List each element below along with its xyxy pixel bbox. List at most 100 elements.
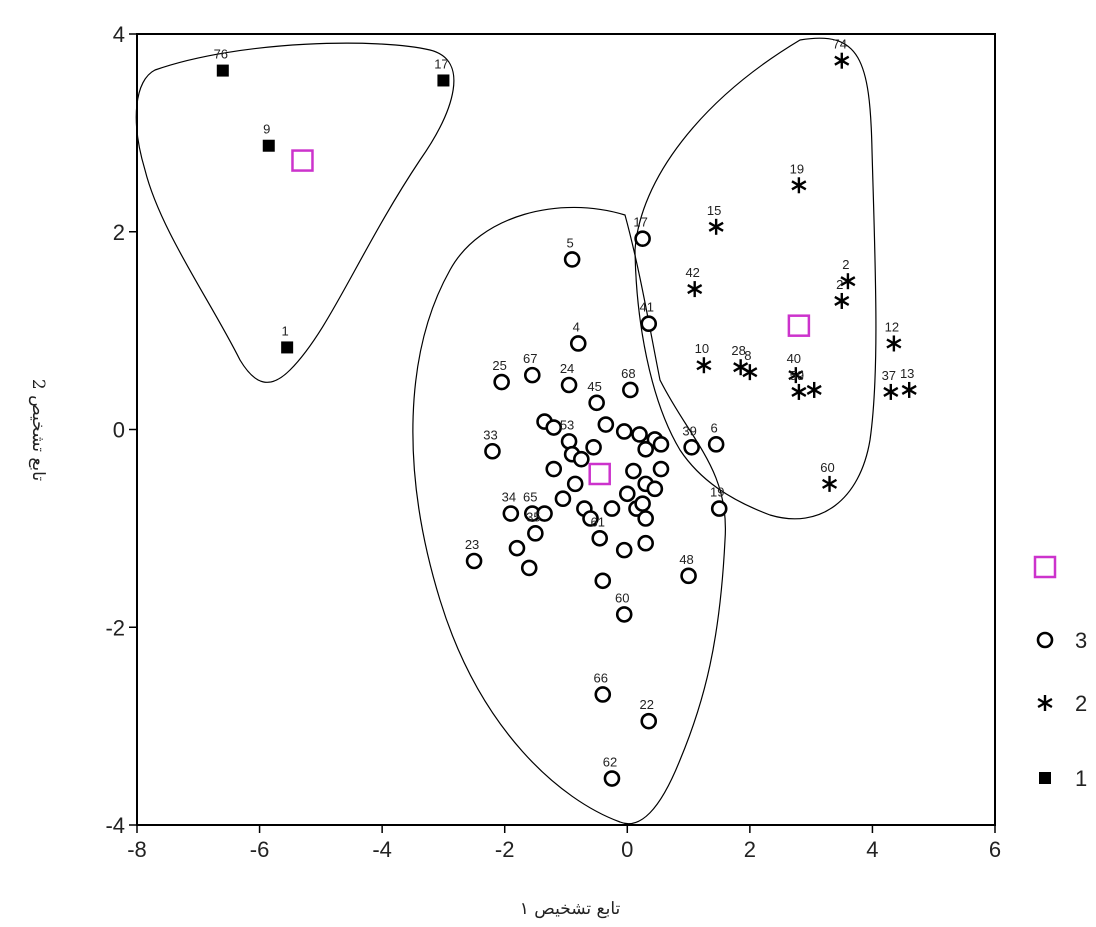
data-point [680, 567, 697, 585]
group-1-boundary [135, 42, 455, 383]
point-label: 74 [833, 37, 847, 52]
x-axis-title: تابع تشخیص ۱ [520, 899, 621, 919]
data-point [652, 436, 670, 453]
data-point [216, 64, 229, 77]
data-point [637, 440, 654, 458]
point-label: 65 [523, 490, 537, 505]
legend-entry [1033, 555, 1057, 579]
data-point [594, 572, 612, 590]
data-point [591, 529, 609, 547]
data-point [637, 534, 654, 552]
data-point [886, 335, 902, 352]
point-label: 25 [492, 358, 506, 373]
point-label: 2 [842, 257, 849, 272]
data-point [569, 335, 587, 352]
data-point [634, 495, 651, 512]
data-point [603, 500, 621, 517]
point-label: 34 [502, 490, 516, 505]
data-point [615, 541, 633, 559]
data-point [493, 373, 510, 391]
data-point [834, 52, 850, 69]
data-point [840, 273, 856, 290]
point-label: 48 [679, 552, 693, 567]
point-label: 5 [567, 235, 574, 250]
group-centroids [291, 149, 811, 486]
data-point [545, 460, 563, 478]
data-point [573, 450, 590, 468]
data-point [901, 381, 917, 398]
data-point [523, 366, 541, 384]
data-point [634, 230, 651, 247]
data-point [502, 505, 520, 522]
x-tick-label: 6 [989, 837, 1001, 862]
point-label: 9 [263, 122, 270, 137]
data-point [262, 139, 275, 152]
point-label: 60 [615, 590, 629, 605]
point-label: 1 [282, 323, 289, 338]
point-label: 2 [836, 277, 843, 292]
data-point [582, 510, 599, 527]
data-point [806, 381, 822, 398]
data-point [742, 364, 758, 381]
point-label: 24 [560, 361, 574, 376]
data-point [560, 376, 578, 394]
point-label: 45 [587, 379, 601, 394]
data-point [520, 559, 538, 577]
point-label: 61 [590, 514, 604, 529]
legend-label: 3 [1075, 628, 1087, 653]
point-label: 59 [790, 368, 804, 383]
point-label: 13 [900, 366, 914, 381]
point-label: 28 [731, 343, 745, 358]
legend-entry: 1 [1039, 766, 1087, 791]
data-point [637, 510, 654, 527]
data-point [708, 218, 724, 235]
point-label: 68 [621, 366, 635, 381]
data-point [696, 357, 712, 374]
data-point [883, 383, 899, 400]
point-label: 23 [465, 537, 479, 552]
data-point [437, 74, 450, 87]
data-point [588, 394, 605, 412]
point-label: 76 [214, 47, 228, 62]
centroid-marker [787, 314, 811, 337]
data-point [788, 367, 804, 384]
point-label: 41 [640, 300, 654, 315]
point-label: 53 [560, 417, 574, 432]
point-label: 12 [885, 319, 899, 334]
point-label: 22 [640, 697, 654, 712]
data-point [707, 436, 725, 453]
data-point [536, 505, 553, 522]
group-boundaries [135, 37, 877, 825]
data-point [594, 686, 612, 703]
data-point [585, 438, 602, 456]
legend-marker [1036, 631, 1054, 649]
data-point [615, 606, 633, 623]
data-point [554, 490, 572, 508]
data-point [527, 525, 544, 542]
centroid-marker [291, 149, 314, 172]
x-tick-label: -2 [495, 837, 515, 862]
data-point [603, 770, 621, 787]
y-tick-label: 2 [113, 220, 125, 245]
data-point [791, 383, 807, 400]
legend-marker [1033, 555, 1057, 579]
legend-label: 1 [1075, 766, 1087, 791]
data-point [640, 712, 658, 730]
data-point [646, 480, 664, 498]
point-label: 19 [710, 485, 724, 500]
y-tick-label: -2 [105, 615, 125, 640]
y-tick-label: 4 [113, 22, 125, 47]
point-label: 62 [603, 755, 617, 770]
data-point [622, 381, 639, 399]
point-label: 39 [682, 423, 696, 438]
data-point [631, 426, 648, 443]
data-point [281, 341, 294, 354]
y-tick-label: 0 [113, 418, 125, 443]
data-point [710, 500, 728, 517]
x-tick-label: -8 [127, 837, 147, 862]
point-label: 42 [685, 265, 699, 280]
series-1: 76 17 9 1 [214, 47, 450, 354]
